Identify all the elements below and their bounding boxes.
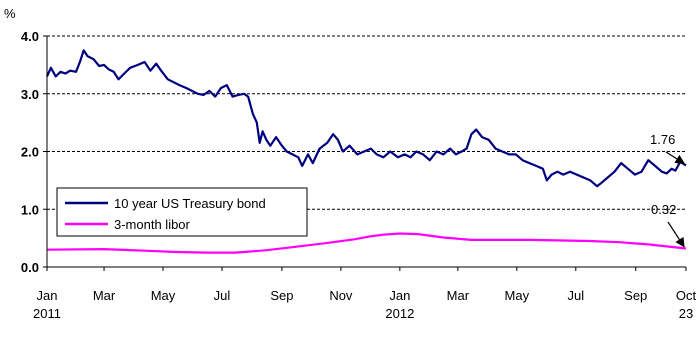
x-tick-label: Sep	[624, 288, 647, 303]
axes	[46, 36, 686, 268]
x-tick-label: Nov	[329, 288, 353, 303]
series-line-1	[45, 49, 687, 188]
annotation-label: 0.32	[651, 202, 676, 217]
legend-label: 10 year US Treasury bond	[114, 196, 266, 211]
x-tick-sublabel: 2011	[33, 306, 61, 321]
x-tick-label: Jul	[214, 288, 231, 303]
annotation-arrow	[667, 221, 685, 248]
y-tick-label: 2.0	[21, 145, 39, 160]
series-line-2	[46, 232, 687, 254]
x-tick-label: Sep	[270, 288, 293, 303]
y-tick-label: 4.0	[21, 29, 39, 44]
x-tick-label: Jan	[389, 288, 410, 303]
x-tick-label: May	[151, 288, 176, 303]
y-axis-ticks: 0.0 1.0 2.0 3.0 4.0	[21, 29, 47, 275]
y-tick-label: 3.0	[21, 87, 39, 102]
y-tick-label: 0.0	[21, 260, 39, 275]
annotations: 1.76 0.32	[650, 132, 686, 248]
x-tick-label: Jan	[37, 288, 58, 303]
annotation-label: 1.76	[650, 132, 675, 147]
x-tick-label: Oct	[676, 288, 696, 303]
legend-box	[56, 187, 308, 237]
series-lines	[45, 49, 687, 254]
x-tick-sublabel: 2012	[385, 306, 414, 321]
y-axis-unit-label: %	[4, 6, 16, 21]
x-tick-label: Mar	[447, 288, 470, 303]
x-axis-ticks: Jan 2011 Mar May Jul Sep Nov Jan 2012 Mar May Jul Se…	[33, 267, 696, 321]
x-tick-sublabel: 23	[679, 306, 693, 321]
legend: 10 year US Treasury bond 3-month libor	[56, 187, 308, 237]
x-tick-label: Jul	[567, 288, 584, 303]
annotation-arrow	[665, 151, 686, 165]
legend-label: 3-month libor	[114, 217, 191, 232]
x-tick-label: Mar	[93, 288, 116, 303]
y-tick-label: 1.0	[21, 202, 39, 217]
x-tick-label: May	[505, 288, 530, 303]
